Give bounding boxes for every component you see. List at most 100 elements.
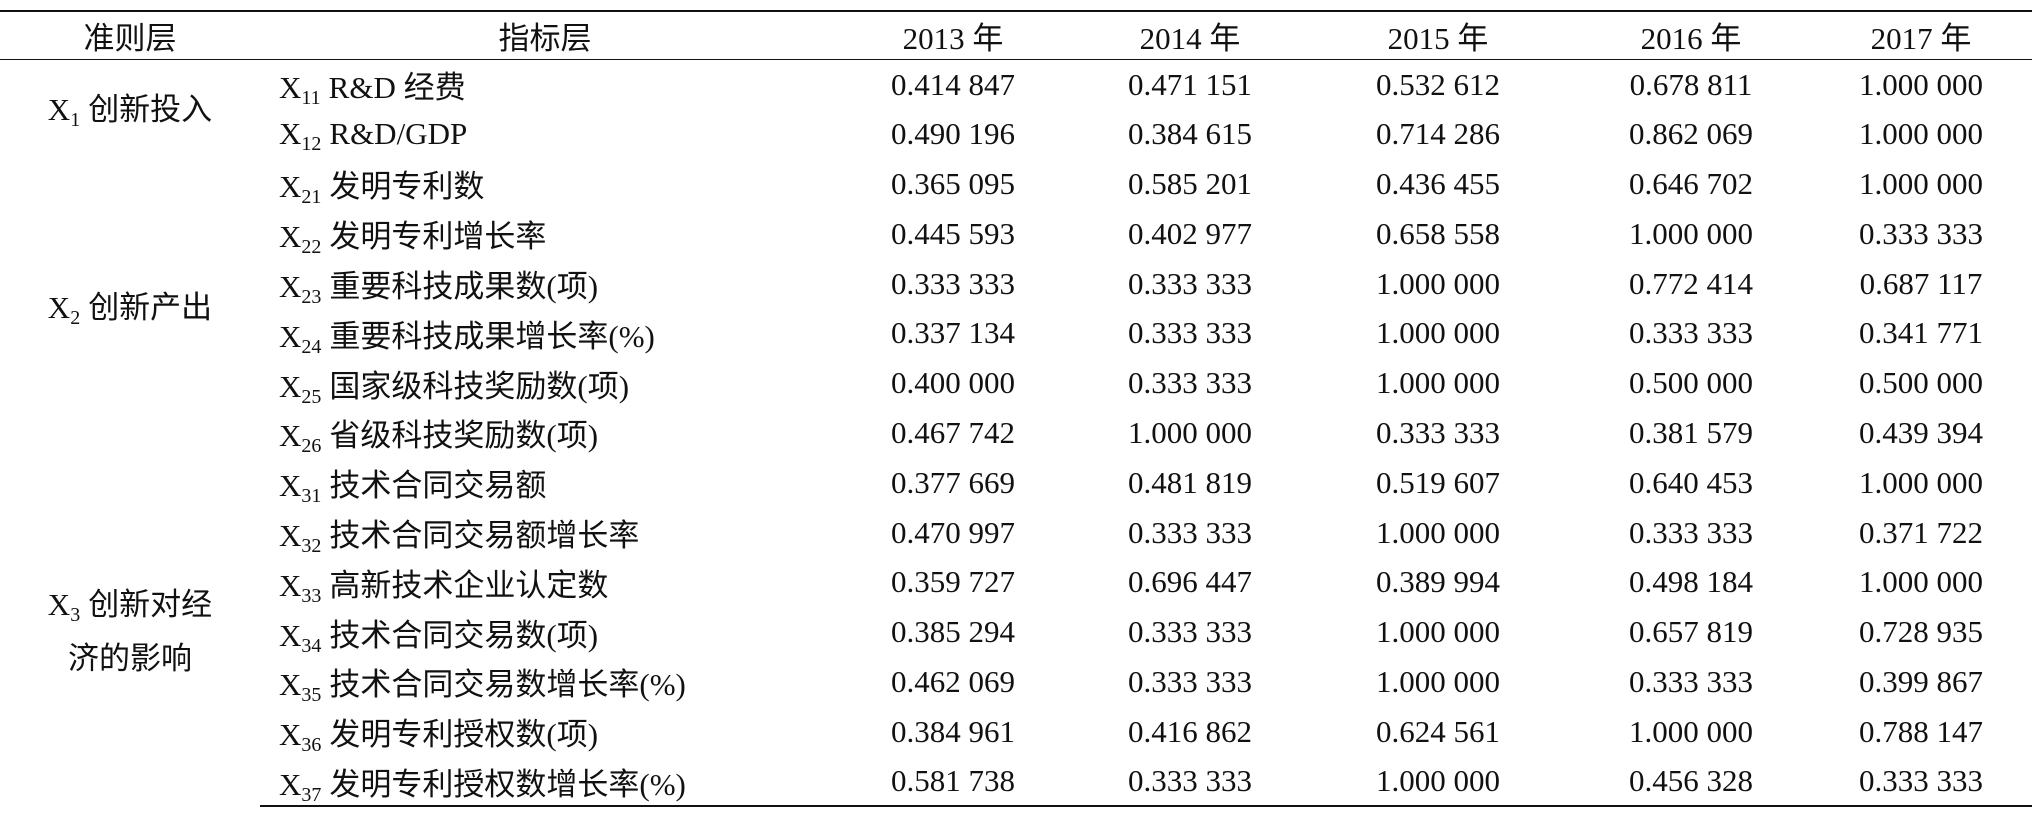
- subscript: 21: [301, 186, 322, 209]
- value-cell: 0.445 593: [891, 215, 1015, 251]
- value-cell: 0.490 196: [891, 116, 1015, 152]
- subscript: 12: [301, 133, 322, 156]
- column-header: 指标层: [260, 10, 830, 60]
- label: 省级科技奖励数(项): [329, 418, 599, 454]
- value-cell: 0.532 612: [1376, 66, 1500, 102]
- value-cell: 1.000 000: [1376, 365, 1500, 401]
- header-row: 准则层 指标层 2013 年 2014 年 2015 年 2016 年 2017 年: [0, 10, 2032, 60]
- table-row: X33 高新技术企业认定数 0.359 727 0.696 447 0.389 994 0…: [0, 557, 2032, 607]
- criterion: X1 创新投入: [35, 83, 225, 137]
- symbol: X: [279, 567, 302, 603]
- value-cell: 0.337 134: [891, 315, 1015, 351]
- symbol: X: [279, 368, 302, 404]
- value-cell: 0.436 455: [1376, 165, 1500, 201]
- subscript: 31: [301, 485, 322, 508]
- value-cell: 0.399 867: [1859, 663, 1983, 699]
- label: 创新投入: [88, 91, 213, 127]
- table-row: X2 创新产出 X21 发明专利数 0.365 095 0.585 201 0.436 45…: [0, 159, 2032, 329]
- label: 技术合同交易额增长率: [329, 518, 640, 554]
- value-cell: 0.333 333: [1629, 663, 1753, 699]
- value-cell: 0.439 394: [1859, 414, 1983, 450]
- subscript: 23: [301, 286, 322, 309]
- table-header: 准则层 指标层 2013 年 2014 年 2015 年 2016 年 2017 年: [0, 10, 2032, 60]
- criterion: X2 创新产出: [35, 281, 225, 335]
- value-cell: 0.377 669: [891, 464, 1015, 500]
- subscript: 32: [301, 535, 322, 558]
- value-cell: 1.000 000: [1304, 756, 1572, 808]
- data-table: 准则层 指标层 2013 年 2014 年 2015 年 2016 年 2017 年 X1 创…: [0, 10, 2032, 808]
- indicator-cell: X23 重要科技成果数(项): [260, 259, 830, 309]
- symbol: X: [279, 766, 302, 802]
- value-cell: 0.657 819: [1629, 614, 1753, 650]
- value-cell: 0.400 000: [891, 365, 1015, 401]
- value-cell: 0.788 147: [1859, 713, 1983, 749]
- value-cell: 0.384 615: [1128, 116, 1252, 152]
- subscript: 35: [301, 684, 322, 707]
- subscript: 33: [301, 584, 322, 607]
- value-cell: 0.581 738: [830, 756, 1076, 808]
- column-header: 2014 年: [1076, 10, 1304, 60]
- column-header: 2013 年: [830, 10, 1076, 60]
- symbol: X: [279, 418, 302, 454]
- indicator-cell: X21 发明专利数: [260, 159, 830, 209]
- value-cell: 0.333 333: [1810, 756, 2032, 808]
- value-cell: 0.333 333: [1128, 365, 1252, 401]
- value-cell: 0.359 727: [891, 564, 1015, 600]
- column-header: 2017 年: [1810, 10, 2032, 60]
- value-cell: 1.000 000: [1859, 564, 1983, 600]
- table-row: X37 发明专利授权数增长率(%) 0.581 738 0.333 333 1.000 …: [0, 756, 2032, 808]
- value-cell: 0.333 333: [1128, 265, 1252, 301]
- value-cell: 0.416 862: [1128, 713, 1252, 749]
- label: R&D/GDP: [329, 116, 468, 152]
- criterion-cell: X1 创新投入: [0, 60, 260, 160]
- label: 创新产出: [88, 290, 213, 326]
- value-cell: 0.678 811: [1629, 66, 1753, 102]
- table-row: X12 R&D/GDP 0.490 196 0.384 615 0.714 286 0.8…: [0, 109, 2032, 159]
- subscript: 37: [301, 783, 322, 806]
- value-cell: 0.402 977: [1128, 215, 1252, 251]
- value-cell: 0.772 414: [1629, 265, 1753, 301]
- table-row: X35 技术合同交易数增长率(%) 0.462 069 0.333 333 1.000 …: [0, 657, 2032, 707]
- subscript: 34: [301, 634, 322, 657]
- table-row: X34 技术合同交易数(项) 0.385 294 0.333 333 1.000 000…: [0, 607, 2032, 657]
- value-cell: 0.462 069: [891, 663, 1015, 699]
- symbol: X: [279, 219, 302, 255]
- indicator-cell: X26 省级科技奖励数(项): [260, 408, 830, 458]
- table-row: X24 重要科技成果增长率(%) 0.337 134 0.333 333 1.000 0…: [0, 308, 2032, 358]
- label: 国家级科技奖励数(项): [329, 368, 630, 404]
- value-cell: 0.471 151: [1128, 66, 1252, 102]
- value-cell: 0.470 997: [891, 514, 1015, 550]
- value-cell: 0.728 935: [1859, 614, 1983, 650]
- symbol: X: [47, 587, 71, 623]
- table-row: X36 发明专利授权数(项) 0.384 961 0.416 862 0.624 561…: [0, 707, 2032, 757]
- value-cell: 0.333 333: [1629, 514, 1753, 550]
- subscript: 22: [301, 236, 322, 259]
- indicator-cell: X11 R&D 经费: [260, 60, 830, 110]
- indicator-cell: X22 发明专利增长率: [260, 209, 830, 259]
- table-row: X26 省级科技奖励数(项) 0.467 742 1.000 000 0.333 333…: [0, 408, 2032, 458]
- value-cell: 0.467 742: [891, 414, 1015, 450]
- label: 发明专利授权数增长率(%): [329, 766, 686, 802]
- label: 发明专利授权数(项): [329, 717, 599, 753]
- symbol: X: [279, 169, 302, 205]
- indicator-cell: X31 技术合同交易额: [260, 458, 830, 508]
- symbol: X: [279, 70, 302, 106]
- value-cell: 1.000 000: [1859, 66, 1983, 102]
- table-row: X3 创新对经济的影响 X31 技术合同交易额 0.377 669 0.481 819 0.…: [0, 458, 2032, 676]
- subscript: 26: [301, 435, 322, 458]
- label: 技术合同交易数(项): [329, 617, 599, 653]
- value-cell: 0.500 000: [1859, 365, 1983, 401]
- value-cell: 0.714 286: [1376, 116, 1500, 152]
- indicator-cell: X33 高新技术企业认定数: [260, 557, 830, 607]
- value-cell: 1.000 000: [1629, 713, 1753, 749]
- label: 技术合同交易数增长率(%): [329, 667, 686, 703]
- table-row: X32 技术合同交易额增长率 0.470 997 0.333 333 1.000 000…: [0, 508, 2032, 558]
- value-cell: 0.481 819: [1128, 464, 1252, 500]
- value-cell: 0.498 184: [1629, 564, 1753, 600]
- symbol: X: [279, 617, 302, 653]
- table-row: X23 重要科技成果数(项) 0.333 333 0.333 333 1.000 000…: [0, 259, 2032, 309]
- indicator-cell: X12 R&D/GDP: [260, 109, 830, 159]
- value-cell: 0.696 447: [1128, 564, 1252, 600]
- value-cell: 1.000 000: [1629, 215, 1753, 251]
